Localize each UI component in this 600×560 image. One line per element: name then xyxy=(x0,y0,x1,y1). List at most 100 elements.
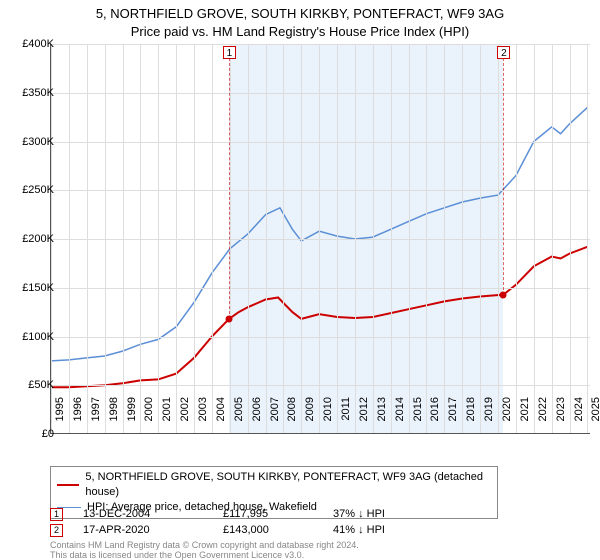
x-axis-label: 1997 xyxy=(90,397,102,437)
gridline-v xyxy=(373,44,374,433)
tx-date: 13-DEC-2004 xyxy=(83,508,223,520)
x-axis-label: 2020 xyxy=(501,397,513,437)
gridline-h xyxy=(51,288,590,289)
y-axis-label: £350K xyxy=(6,87,54,99)
tx-price: £117,995 xyxy=(223,508,333,520)
table-row: 1 13-DEC-2004 £117,995 37% ↓ HPI xyxy=(50,506,443,522)
x-axis-label: 2002 xyxy=(179,397,191,437)
x-axis-label: 1999 xyxy=(126,397,138,437)
gridline-v xyxy=(462,44,463,433)
gridline-v xyxy=(266,44,267,433)
gridline-v xyxy=(337,44,338,433)
marker-guide-line xyxy=(503,58,504,295)
plot-area: 12 xyxy=(50,44,590,434)
x-axis-label: 2023 xyxy=(555,397,567,437)
gridline-v xyxy=(391,44,392,433)
y-axis-label: £200K xyxy=(6,233,54,245)
tx-index-box: 2 xyxy=(50,524,63,537)
tx-pct: 37% ↓ HPI xyxy=(333,508,443,520)
gridline-h xyxy=(51,44,590,45)
chart-title-line2: Price paid vs. HM Land Registry's House … xyxy=(0,24,600,39)
gridline-v xyxy=(409,44,410,433)
marker-dot xyxy=(225,315,232,322)
gridline-v xyxy=(87,44,88,433)
y-axis-label: £300K xyxy=(6,136,54,148)
x-axis-label: 2017 xyxy=(447,397,459,437)
gridline-v xyxy=(516,44,517,433)
x-axis-label: 1996 xyxy=(72,397,84,437)
table-row: 2 17-APR-2020 £143,000 41% ↓ HPI xyxy=(50,522,443,538)
gridline-v xyxy=(248,44,249,433)
gridline-v xyxy=(230,44,231,433)
y-axis-label: £0 xyxy=(6,428,54,440)
x-axis-label: 1995 xyxy=(54,397,66,437)
x-axis-label: 2004 xyxy=(215,397,227,437)
x-axis-label: 2025 xyxy=(590,397,600,437)
x-axis-label: 2012 xyxy=(358,397,370,437)
x-axis-label: 2019 xyxy=(483,397,495,437)
transaction-table: 1 13-DEC-2004 £117,995 37% ↓ HPI 2 17-AP… xyxy=(50,506,443,538)
gridline-v xyxy=(319,44,320,433)
gridline-v xyxy=(158,44,159,433)
y-axis-label: £100K xyxy=(6,331,54,343)
legend-swatch xyxy=(57,484,79,486)
legend-label: 5, NORTHFIELD GROVE, SOUTH KIRKBY, PONTE… xyxy=(85,470,491,500)
y-axis-label: £250K xyxy=(6,184,54,196)
x-axis-label: 2009 xyxy=(304,397,316,437)
x-axis-label: 2001 xyxy=(161,397,173,437)
footer-line1: Contains HM Land Registry data © Crown c… xyxy=(50,540,359,550)
x-axis-label: 2013 xyxy=(376,397,388,437)
marker-guide-line xyxy=(229,58,230,319)
gridline-h xyxy=(51,337,590,338)
gridline-v xyxy=(480,44,481,433)
marker-label-box: 1 xyxy=(223,46,236,59)
footer-line2: This data is licensed under the Open Gov… xyxy=(50,550,359,560)
gridline-v xyxy=(176,44,177,433)
gridline-v xyxy=(355,44,356,433)
gridline-v xyxy=(426,44,427,433)
x-axis-label: 2021 xyxy=(519,397,531,437)
gridline-v xyxy=(498,44,499,433)
y-axis-label: £50K xyxy=(6,379,54,391)
footer-attribution: Contains HM Land Registry data © Crown c… xyxy=(50,540,359,560)
gridline-v xyxy=(212,44,213,433)
x-axis-label: 2007 xyxy=(269,397,281,437)
chart-container: 5, NORTHFIELD GROVE, SOUTH KIRKBY, PONTE… xyxy=(0,0,600,560)
x-axis-label: 2011 xyxy=(340,397,352,437)
gridline-v xyxy=(587,44,588,433)
tx-pct: 41% ↓ HPI xyxy=(333,524,443,536)
marker-label-box: 2 xyxy=(497,46,510,59)
x-axis-label: 2008 xyxy=(286,397,298,437)
gridline-v xyxy=(283,44,284,433)
tx-price: £143,000 xyxy=(223,524,333,536)
x-axis-label: 2010 xyxy=(322,397,334,437)
gridline-h xyxy=(51,239,590,240)
gridline-v xyxy=(444,44,445,433)
chart-title-line1: 5, NORTHFIELD GROVE, SOUTH KIRKBY, PONTE… xyxy=(0,6,600,21)
x-axis-label: 1998 xyxy=(108,397,120,437)
gridline-h xyxy=(51,190,590,191)
marker-dot xyxy=(500,291,507,298)
gridline-v xyxy=(69,44,70,433)
x-axis-label: 2016 xyxy=(429,397,441,437)
legend-item-property: 5, NORTHFIELD GROVE, SOUTH KIRKBY, PONTE… xyxy=(57,470,491,500)
y-axis-label: £400K xyxy=(6,38,54,50)
gridline-v xyxy=(534,44,535,433)
gridline-h xyxy=(51,142,590,143)
x-axis-label: 2014 xyxy=(394,397,406,437)
gridline-v xyxy=(123,44,124,433)
x-axis-label: 2000 xyxy=(143,397,155,437)
x-axis-label: 2003 xyxy=(197,397,209,437)
x-axis-label: 2005 xyxy=(233,397,245,437)
tx-date: 17-APR-2020 xyxy=(83,524,223,536)
gridline-v xyxy=(194,44,195,433)
gridline-v xyxy=(301,44,302,433)
gridline-v xyxy=(140,44,141,433)
gridline-h xyxy=(51,93,590,94)
x-axis-label: 2015 xyxy=(412,397,424,437)
gridline-v xyxy=(105,44,106,433)
x-axis-label: 2024 xyxy=(573,397,585,437)
x-axis-label: 2006 xyxy=(251,397,263,437)
gridline-v xyxy=(570,44,571,433)
x-axis-label: 2022 xyxy=(537,397,549,437)
